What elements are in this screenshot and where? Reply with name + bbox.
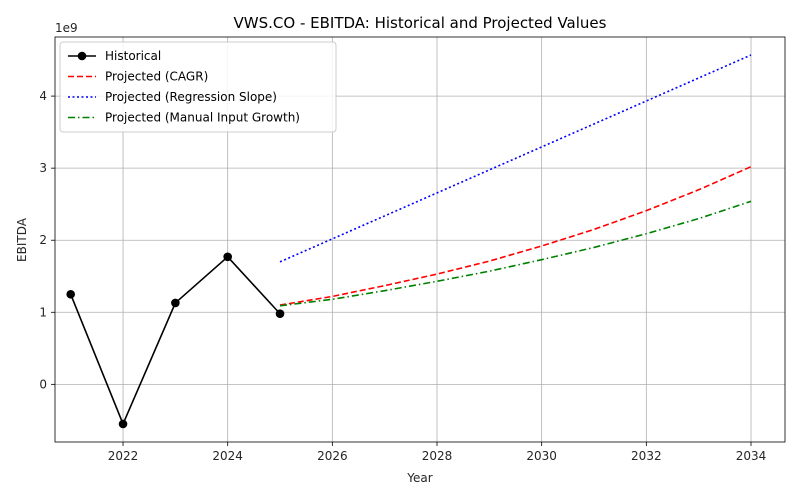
x-tick-label: 2024 <box>212 449 243 463</box>
data-point <box>66 289 75 299</box>
data-point <box>275 309 285 319</box>
series-line-1 <box>279 165 752 306</box>
y-tick-label: 3 <box>39 161 47 175</box>
legend: Historical Projected (CAGR) Projected (Reg… <box>59 41 337 133</box>
x-axis-label: Year <box>406 471 432 485</box>
data-point <box>118 419 128 429</box>
x-tick-label: 2034 <box>736 449 767 463</box>
legend-box <box>59 41 337 133</box>
plot-frame <box>54 36 786 443</box>
tick-layer: 2022 2024 2026 2028 2030 2032 2034 0 1 2 3 4 <box>39 89 766 463</box>
legend-marker <box>77 51 87 61</box>
legend-entry-label: Projected (Regression Slope) <box>105 90 277 104</box>
legend-entry-label: Projected (Manual Input Growth) <box>105 111 300 125</box>
y-tick-label: 2 <box>39 233 47 247</box>
y-tick-label: 0 <box>39 377 47 391</box>
x-tick-label: 2022 <box>108 449 139 463</box>
data-point <box>171 298 180 308</box>
y-tick-label: 1 <box>39 305 47 319</box>
series-layer <box>66 54 752 429</box>
y-offset-label: 1e9 <box>55 21 78 35</box>
y-tick-label: 4 <box>39 89 47 103</box>
x-tick-label: 2030 <box>526 449 557 463</box>
data-point <box>223 252 232 262</box>
y-axis-label: EBITDA <box>15 217 29 262</box>
series-line-3 <box>279 200 752 307</box>
legend-entry-label: Projected (CAGR) <box>105 70 208 84</box>
x-tick-label: 2028 <box>422 449 453 463</box>
chart-title: VWS.CO - EBITDA: Historical and Projecte… <box>234 14 607 32</box>
x-tick-label: 2026 <box>317 449 348 463</box>
legend-entry-label: Historical <box>105 49 161 63</box>
series-line-2 <box>279 54 752 263</box>
x-tick-label: 2032 <box>631 449 662 463</box>
series-line-0 <box>69 255 281 425</box>
